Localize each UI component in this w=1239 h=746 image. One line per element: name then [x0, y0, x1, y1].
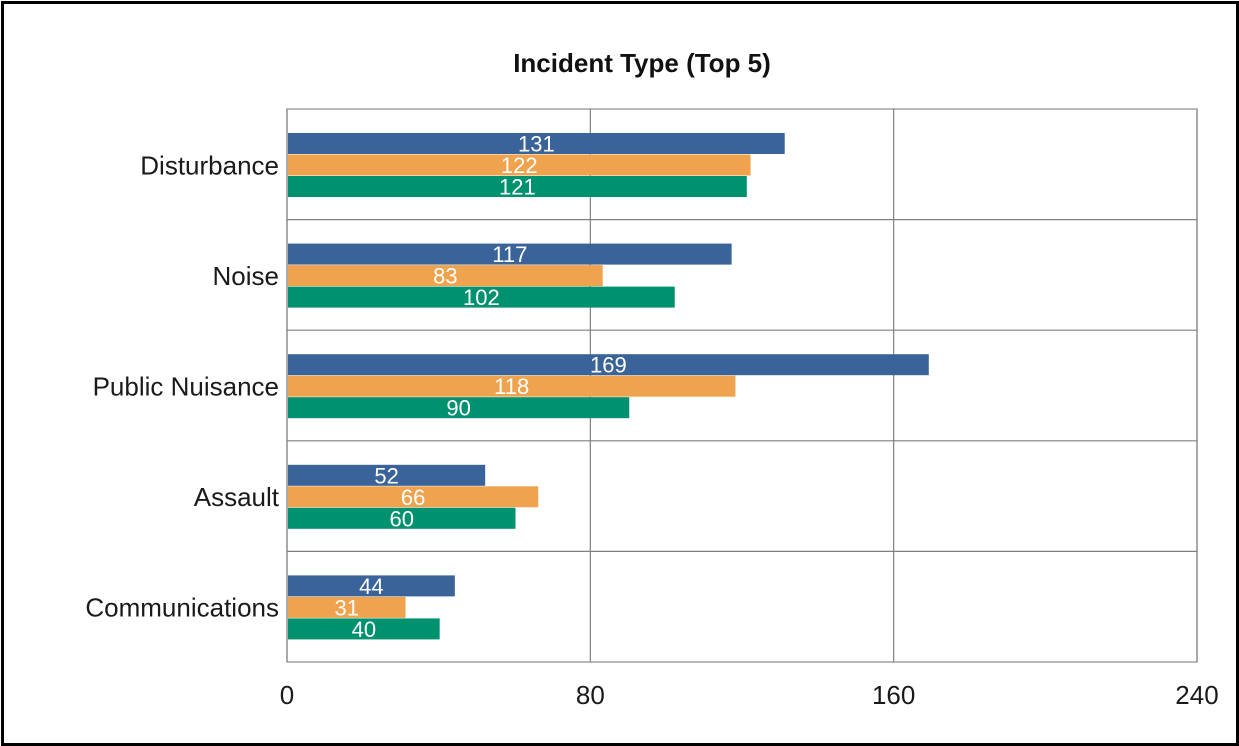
- category-label: Public Nuisance: [93, 371, 279, 401]
- bar: [288, 464, 486, 486]
- x-tick-label: 240: [1175, 680, 1218, 710]
- data-label: 83: [433, 264, 457, 289]
- bar: [288, 397, 630, 419]
- chart-title: Incident Type (Top 5): [513, 48, 771, 78]
- bar: [288, 575, 455, 597]
- data-label: 169: [590, 353, 627, 378]
- data-label: 131: [518, 132, 555, 157]
- bar: [288, 354, 929, 376]
- data-label: 60: [390, 506, 414, 531]
- data-label: 40: [352, 617, 376, 642]
- bar: [288, 486, 539, 508]
- bar: [288, 154, 751, 176]
- category-label: Noise: [213, 261, 279, 291]
- category-label: Assault: [194, 482, 280, 512]
- category-label: Communications: [85, 593, 279, 623]
- x-tick-label: 160: [872, 680, 915, 710]
- bar: [288, 618, 440, 640]
- data-label: 122: [501, 153, 538, 178]
- data-label: 90: [446, 396, 470, 421]
- bar: [288, 176, 747, 197]
- x-tick-label: 80: [576, 680, 605, 710]
- data-label: 66: [401, 485, 425, 510]
- data-label: 118: [494, 374, 529, 399]
- bar: [288, 133, 785, 154]
- data-label: 117: [492, 242, 527, 267]
- bar: [288, 507, 516, 529]
- bar: [288, 265, 603, 287]
- data-label: 44: [359, 574, 383, 599]
- x-tick-label: 0: [280, 680, 294, 710]
- bar: [288, 596, 406, 618]
- data-label: 121: [499, 175, 536, 200]
- bar: [288, 286, 675, 308]
- bar-chart: Incident Type (Top 5) 0 80 160 240 Disturbanc…: [85, 48, 1218, 710]
- bar: [288, 243, 732, 265]
- data-label: 102: [463, 285, 500, 310]
- category-label: Disturbance: [140, 150, 279, 180]
- data-label: 31: [335, 595, 359, 620]
- bar: [288, 375, 736, 397]
- data-label: 52: [374, 463, 398, 488]
